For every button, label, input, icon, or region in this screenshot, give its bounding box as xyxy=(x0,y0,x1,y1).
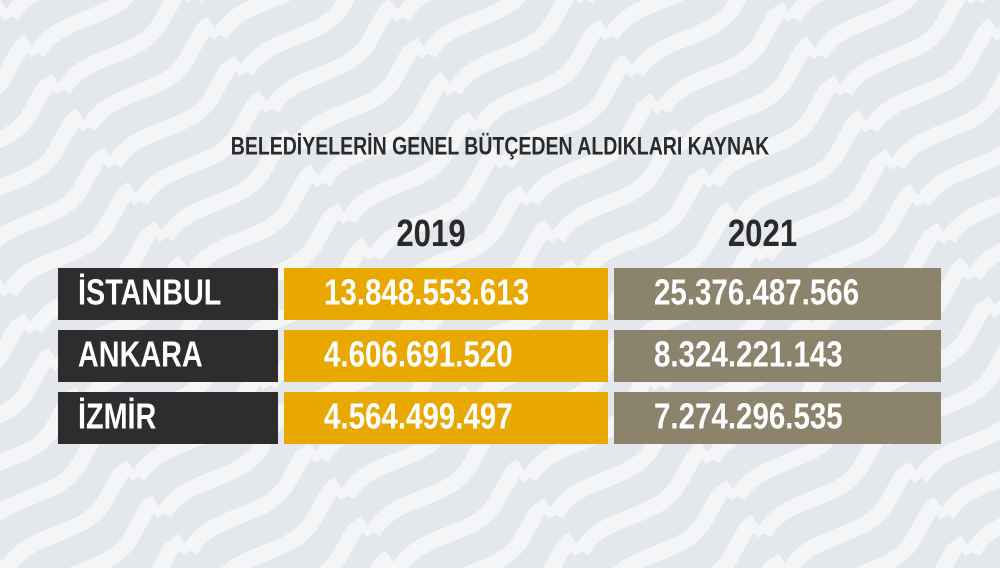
value: 7.274.296.535 xyxy=(654,396,843,436)
value-cell xyxy=(284,268,608,320)
value-cell xyxy=(284,392,608,444)
value-cell xyxy=(284,330,608,382)
row-label-cell xyxy=(58,268,278,320)
value: 25.376.487.566 xyxy=(654,272,859,312)
value-cell xyxy=(614,330,941,382)
row-label-cell xyxy=(58,392,278,444)
title: BELEDİYELERİN GENEL BÜTÇEDEN ALDIKLARI K… xyxy=(231,132,770,160)
row-label: İZMİR xyxy=(78,395,156,436)
value: 8.324.221.143 xyxy=(654,334,843,374)
row-label: ANKARA xyxy=(78,333,203,374)
value-cell xyxy=(614,392,941,444)
column-header: 2019 xyxy=(396,213,465,255)
value: 13.848.553.613 xyxy=(324,272,529,312)
row-label-cell xyxy=(58,330,278,382)
row-label: İSTANBUL xyxy=(78,271,221,312)
column-header: 2021 xyxy=(728,213,797,255)
value: 4.606.691.520 xyxy=(324,334,513,374)
value: 4.564.499.497 xyxy=(324,396,513,436)
value-cell xyxy=(614,268,941,320)
